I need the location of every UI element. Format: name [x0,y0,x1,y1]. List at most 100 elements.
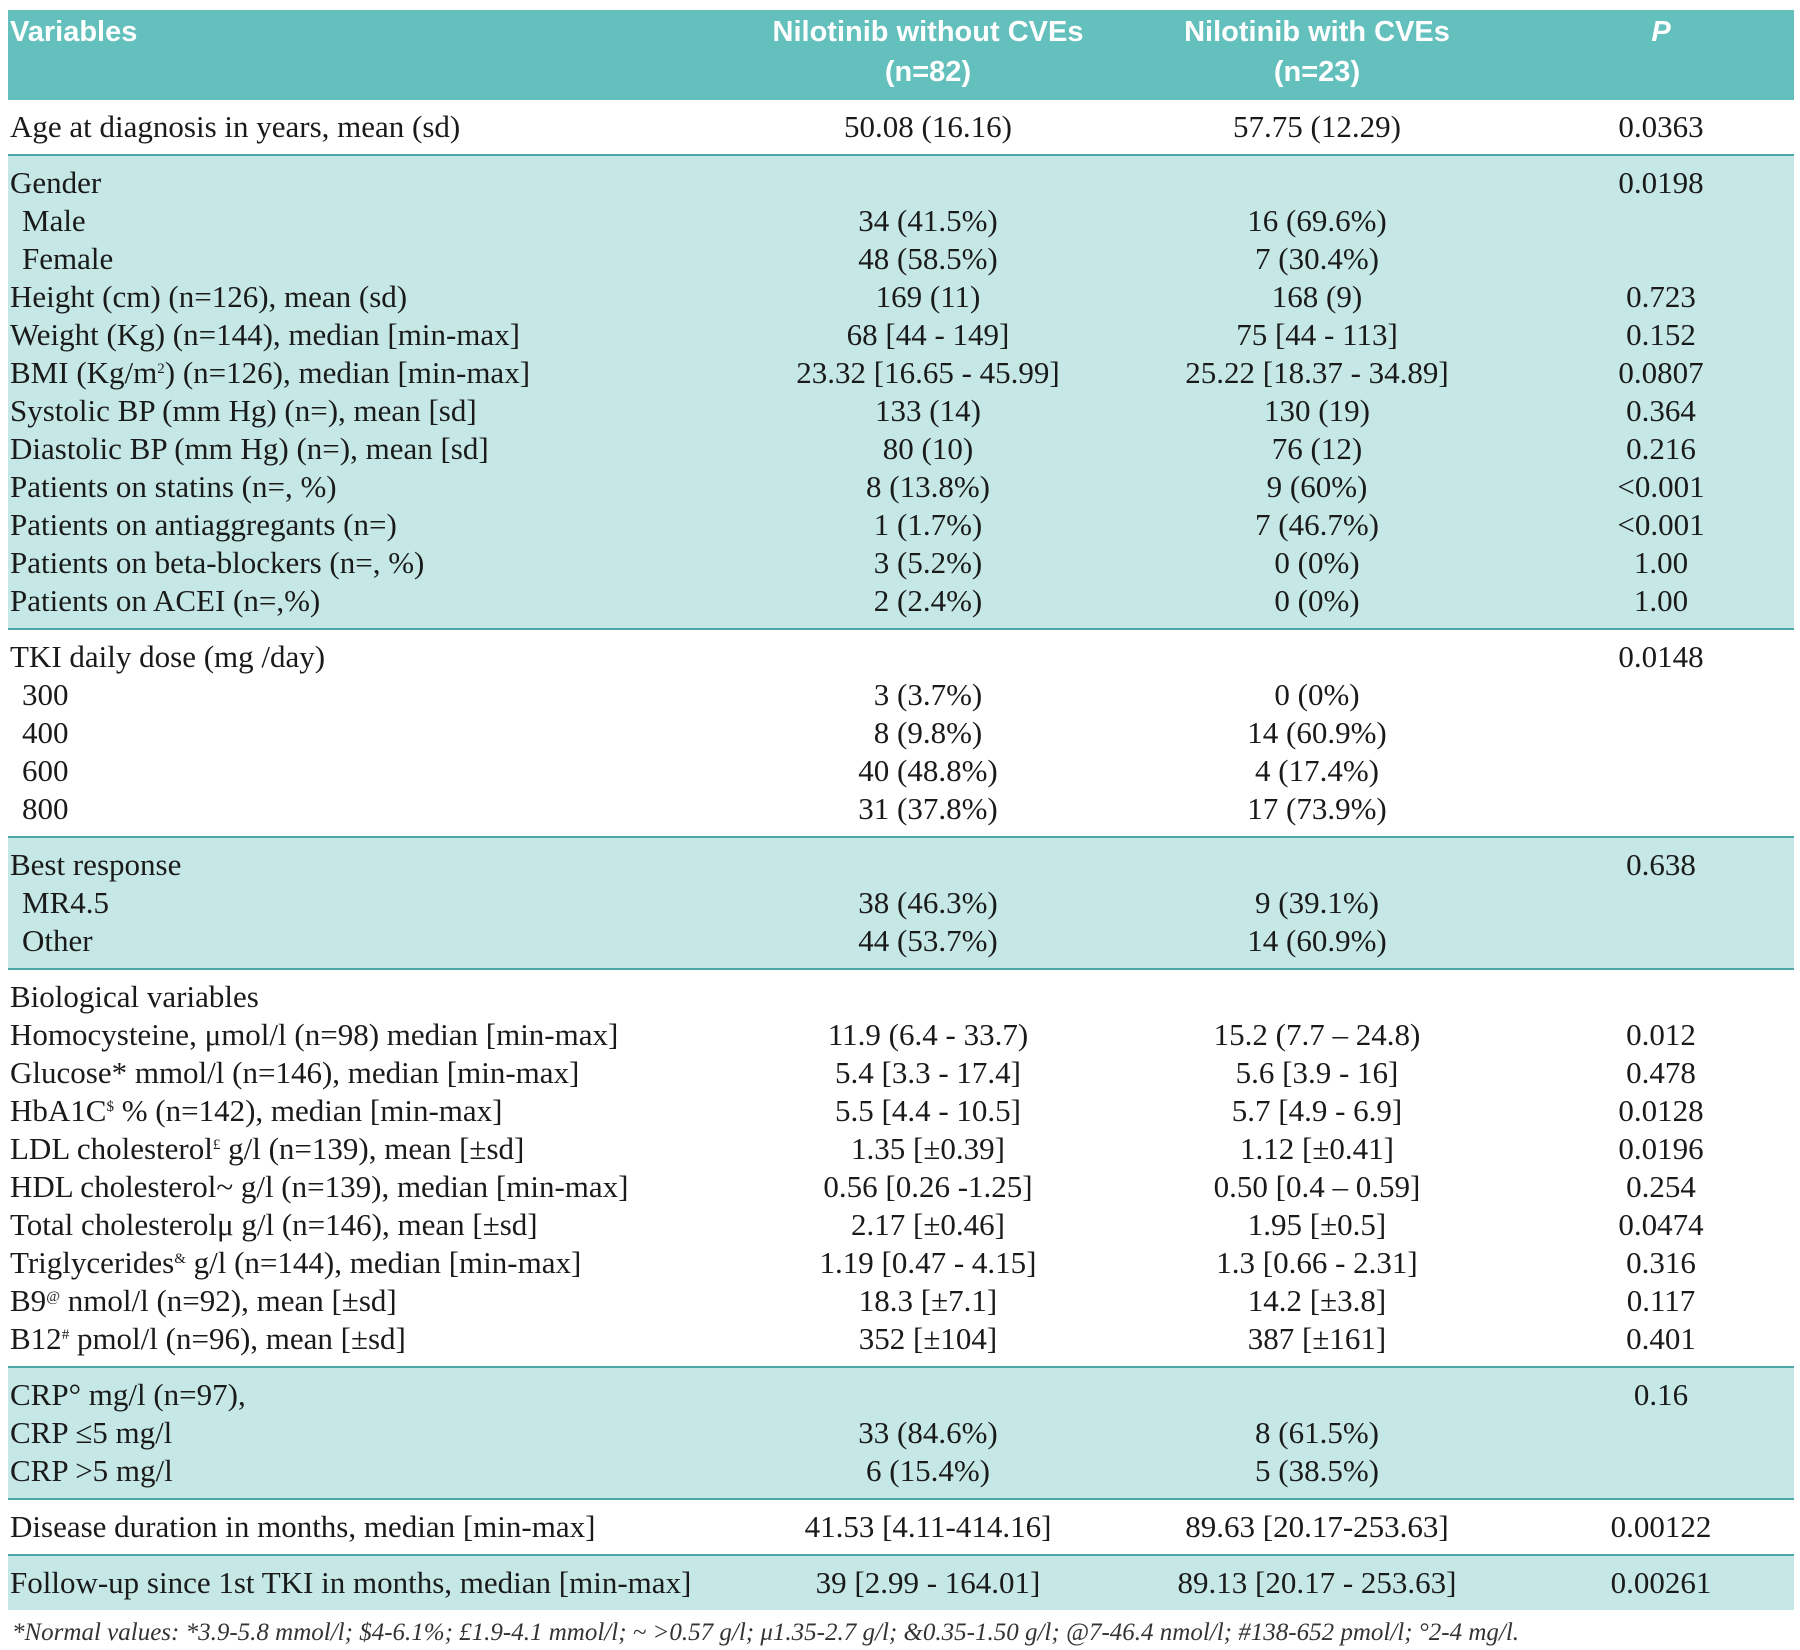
cell-p-value: 0.0363 [1618,109,1704,144]
cell-without-cves: 133 (14) [875,393,981,428]
cell-with-cves: 7 (46.7%) [1255,507,1379,542]
cell-p-value: 1.00 [1633,583,1689,618]
header-with-cves-n: (n=23) [1273,56,1361,88]
cell-with-cves: 76 (12) [1271,431,1363,466]
row-label: Biological variables [8,968,748,1016]
cell-p-value: 0.364 [1626,393,1696,428]
table-row: Female 48 (58.5%) 7 (30.4%) [8,240,1794,278]
cell-p-value: 0.638 [1526,836,1794,884]
cell-p-value [1526,202,1794,240]
row-label-text: ) (n=126), median [min-max] [164,355,531,390]
table-row: Glucose* mmol/l (n=146), median [min-max… [8,1054,1794,1092]
cell-without-cves [748,154,1106,202]
row-label: HDL cholesterol~ g/l (n=139), median [mi… [10,1169,629,1204]
row-label-text: B12 [10,1321,62,1356]
row-label: Glucose* mmol/l (n=146), median [min-max… [10,1055,580,1090]
row-label-sup: £ [212,1137,221,1153]
cell-p-value: 0.0196 [1618,1131,1704,1166]
cell-with-cves: 0 (0%) [1274,583,1360,618]
row-label: 400 [22,715,69,750]
cell-p-value: 0.401 [1626,1321,1696,1356]
cell-p-value: 0.316 [1626,1245,1696,1280]
table-row: B12# pmol/l (n=96), mean [±sd] 352 [±104… [8,1320,1794,1367]
row-label: TKI daily dose (mg /day) [8,628,748,676]
cell-with-cves [1106,154,1526,202]
row-label: MR4.5 [22,885,109,920]
row-label: Diastolic BP (mm Hg) (n=), mean [sd] [10,431,489,466]
row-label: Patients on beta-blockers (n=, %) [10,545,425,580]
table-row: Age at diagnosis in years, mean (sd) 50.… [8,100,1794,155]
cell-p-value: 0.216 [1626,431,1696,466]
cell-without-cves: 0.56 [0.26 -1.25] [823,1169,1033,1204]
cell-p-value [1526,240,1794,278]
section-follow-up: Follow-up since 1st TKI in months, media… [8,1554,1794,1610]
cell-without-cves: 33 (84.6%) [858,1415,998,1450]
table-row: Diastolic BP (mm Hg) (n=), mean [sd] 80 … [8,430,1794,468]
table-row: 400 8 (9.8%) 14 (60.9%) [8,714,1794,752]
row-label: 300 [22,677,69,712]
cell-without-cves [748,968,1106,1016]
row-label: Female [22,241,114,276]
table-row: Height (cm) (n=126), mean (sd) 169 (11) … [8,278,1794,316]
cell-with-cves [1106,628,1526,676]
cell-with-cves: 75 [44 - 113] [1236,317,1398,352]
header-without-cves-n: (n=82) [884,56,972,88]
table-row: HDL cholesterol~ g/l (n=139), median [mi… [8,1168,1794,1206]
header-p-value: P [1651,16,1671,48]
cell-with-cves: 5.7 [4.9 - 6.9] [1231,1093,1403,1128]
row-label: CRP° mg/l (n=97), [8,1366,748,1414]
cell-p-value: 0.0148 [1526,628,1794,676]
cell-p-value: 0.723 [1626,279,1696,314]
cell-with-cves: 0 (0%) [1274,677,1360,712]
cell-p-value: 0.152 [1626,317,1696,352]
cell-with-cves: 89.13 [20.17 - 253.63] [1106,1554,1526,1610]
cell-without-cves: 2.17 [±0.46] [851,1207,1005,1242]
cell-without-cves: 3 (3.7%) [873,677,983,712]
section-age: Age at diagnosis in years, mean (sd) 50.… [8,100,1794,155]
row-label: Gender [8,154,748,202]
table-row: Patients on statins (n=, %) 8 (13.8%) 9 … [8,468,1794,506]
cell-without-cves: 2 (2.4%) [873,583,983,618]
cell-without-cves [748,1366,1106,1414]
cell-without-cves: 8 (9.8%) [873,715,983,750]
row-label-sup: & [174,1251,186,1267]
cell-without-cves: 3 (5.2%) [873,545,983,580]
cell-p-value [1526,1414,1794,1452]
table-row: Gender 0.0198 [8,154,1794,202]
row-label: Weight (Kg) (n=144), median [min-max] [10,317,520,352]
row-label: Best response [8,836,748,884]
table-row: LDL cholesterol£ g/l (n=139), mean [±sd]… [8,1130,1794,1168]
table-row: Best response 0.638 [8,836,1794,884]
section-disease-duration: Disease duration in months, median [min-… [8,1498,1794,1555]
header-row: Variables Nilotinib without CVEs (n=82) N… [8,10,1794,100]
table-row: HbA1C$ % (n=142), median [min-max] 5.5 [… [8,1092,1794,1130]
cell-without-cves [748,628,1106,676]
cell-with-cves: 130 (19) [1264,393,1370,428]
row-label: Systolic BP (mm Hg) (n=), mean [sd] [10,393,477,428]
row-label-text: g/l (n=144), median [min-max] [185,1245,582,1280]
table-row: CRP ≤5 mg/l 33 (84.6%) 8 (61.5%) [8,1414,1794,1452]
cell-with-cves: 15.2 (7.7 – 24.8) [1213,1017,1421,1052]
row-label-text: pmol/l (n=96), mean [±sd] [69,1321,406,1356]
row-label: Follow-up since 1st TKI in months, media… [8,1554,748,1610]
cell-without-cves: 1.35 [±0.39] [851,1131,1005,1166]
row-label: Patients on statins (n=, %) [10,469,337,504]
cell-with-cves: 8 (61.5%) [1255,1415,1379,1450]
table-row: Systolic BP (mm Hg) (n=), mean [sd] 133 … [8,392,1794,430]
cell-p-value: 0.254 [1626,1169,1696,1204]
cell-without-cves: 44 (53.7%) [858,923,998,958]
cell-without-cves: 48 (58.5%) [858,241,998,276]
header-variables: Variables [10,16,138,48]
cell-without-cves: 40 (48.8%) [858,753,998,788]
table-row: Follow-up since 1st TKI in months, media… [8,1554,1794,1610]
row-label-text: BMI (Kg/m [10,355,158,390]
cell-p-value: 0.16 [1526,1366,1794,1414]
cell-without-cves: 18.3 [±7.1] [858,1283,998,1318]
cell-with-cves: 16 (69.6%) [1247,203,1387,238]
row-label-text: B9 [10,1283,47,1318]
row-label: Total cholesterolμ g/l (n=146), mean [±s… [10,1207,538,1242]
section-tki-dose: TKI daily dose (mg /day) 0.0148 300 3 (3… [8,628,1794,837]
cell-with-cves: 9 (60%) [1266,469,1368,504]
cell-without-cves: 80 (10) [882,431,974,466]
cell-p-value [1526,790,1794,837]
